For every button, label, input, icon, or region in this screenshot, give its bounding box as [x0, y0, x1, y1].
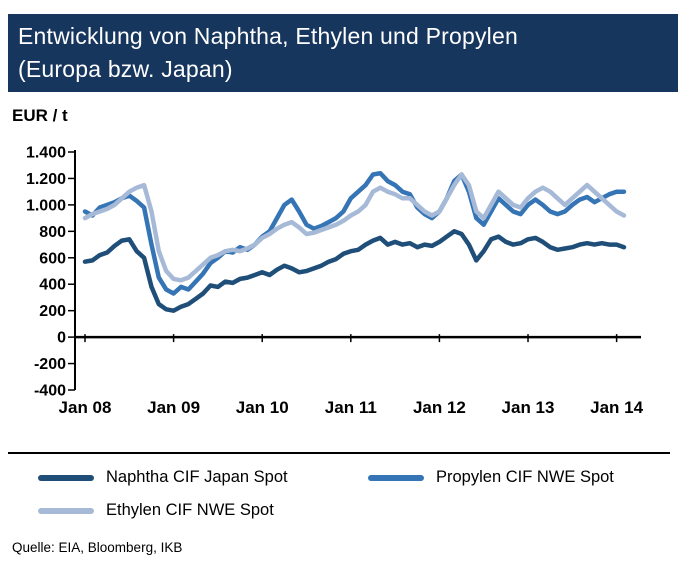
svg-text:Jan 12: Jan 12: [413, 398, 466, 417]
y-axis-unit-label: EUR / t: [12, 106, 68, 125]
figure-title-line1: Entwicklung von Naphtha, Ethylen und Pro…: [18, 23, 518, 49]
figure-title-bar: Entwicklung von Naphtha, Ethylen und Pro…: [8, 14, 678, 92]
legend-item-naphtha: Naphtha CIF Japan Spot: [38, 468, 368, 487]
legend-swatch-naphtha: [38, 474, 94, 481]
svg-text:1.200: 1.200: [26, 171, 66, 188]
legend-swatch-ethylen: [38, 507, 94, 514]
source-note: Quelle: EIA, Bloomberg, IKB: [12, 540, 183, 555]
svg-text:1.000: 1.000: [26, 197, 66, 214]
legend-item-ethylen: Ethylen CIF NWE Spot: [38, 501, 368, 520]
svg-text:600: 600: [39, 250, 66, 267]
svg-text:Jan 10: Jan 10: [236, 398, 289, 417]
figure-title-line2: (Europa bzw. Japan): [18, 56, 233, 82]
legend-label-propylen: Propylen CIF NWE Spot: [436, 468, 614, 486]
price-line-chart: 1.4001.2001.0008006004002000-200-400Jan …: [26, 145, 644, 418]
legend-swatch-propylen: [368, 474, 424, 481]
svg-text:-200: -200: [34, 356, 66, 373]
svg-text:200: 200: [39, 303, 66, 320]
svg-text:Jan 09: Jan 09: [147, 398, 200, 417]
svg-text:Jan 11: Jan 11: [325, 398, 377, 417]
legend-item-propylen: Propylen CIF NWE Spot: [368, 468, 670, 487]
svg-text:-400: -400: [34, 383, 66, 400]
svg-text:1.400: 1.400: [26, 145, 66, 162]
svg-text:800: 800: [39, 224, 66, 241]
legend: Naphtha CIF Japan Spot Propylen CIF NWE …: [8, 452, 670, 520]
svg-text:400: 400: [39, 277, 66, 294]
legend-label-naphtha: Naphtha CIF Japan Spot: [106, 468, 288, 486]
svg-text:Jan 08: Jan 08: [59, 398, 112, 417]
svg-text:Jan 13: Jan 13: [502, 398, 555, 417]
svg-text:0: 0: [57, 330, 66, 347]
svg-text:Jan 14: Jan 14: [590, 398, 643, 417]
legend-label-ethylen: Ethylen CIF NWE Spot: [106, 501, 274, 519]
